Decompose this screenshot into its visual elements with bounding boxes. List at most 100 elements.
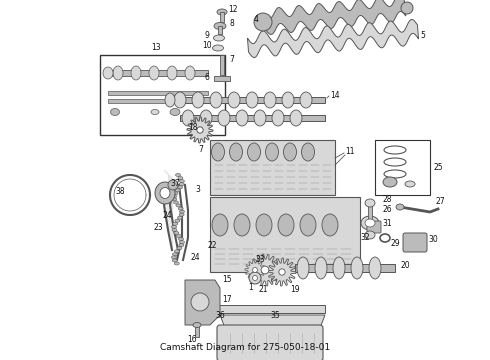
Text: 31: 31 <box>382 220 392 229</box>
Ellipse shape <box>155 182 175 204</box>
Ellipse shape <box>213 45 223 51</box>
Ellipse shape <box>179 180 184 183</box>
Ellipse shape <box>165 93 175 107</box>
FancyBboxPatch shape <box>217 325 323 360</box>
Bar <box>100 55 225 135</box>
Ellipse shape <box>284 143 296 161</box>
Ellipse shape <box>252 267 257 273</box>
Ellipse shape <box>149 66 159 80</box>
Ellipse shape <box>333 257 345 279</box>
Ellipse shape <box>172 195 176 198</box>
Ellipse shape <box>256 214 272 236</box>
Text: 6: 6 <box>204 73 209 82</box>
Ellipse shape <box>300 214 316 236</box>
Ellipse shape <box>266 143 278 161</box>
Ellipse shape <box>179 244 184 247</box>
Ellipse shape <box>290 110 302 126</box>
Ellipse shape <box>247 143 261 161</box>
Ellipse shape <box>246 92 258 108</box>
Polygon shape <box>249 254 281 286</box>
Polygon shape <box>264 0 406 35</box>
Polygon shape <box>268 258 296 286</box>
Ellipse shape <box>174 92 186 108</box>
Text: 22: 22 <box>207 240 217 249</box>
Ellipse shape <box>172 228 177 231</box>
Ellipse shape <box>234 214 250 236</box>
Ellipse shape <box>252 275 258 280</box>
Text: 18: 18 <box>188 123 197 132</box>
Ellipse shape <box>151 109 159 114</box>
Ellipse shape <box>172 225 176 228</box>
Bar <box>220 12 224 22</box>
Ellipse shape <box>214 35 224 41</box>
FancyBboxPatch shape <box>403 233 427 252</box>
Text: 35: 35 <box>270 311 280 320</box>
Text: 7: 7 <box>198 145 203 154</box>
Ellipse shape <box>282 92 294 108</box>
Ellipse shape <box>185 66 195 80</box>
Ellipse shape <box>365 231 375 239</box>
Ellipse shape <box>175 219 180 222</box>
Text: 1: 1 <box>248 284 253 292</box>
Ellipse shape <box>173 192 178 195</box>
Ellipse shape <box>254 110 266 126</box>
Bar <box>195 325 199 337</box>
Ellipse shape <box>261 266 269 274</box>
Ellipse shape <box>170 108 180 116</box>
Text: 32: 32 <box>360 233 369 242</box>
Ellipse shape <box>218 110 230 126</box>
Polygon shape <box>185 280 220 325</box>
Text: 11: 11 <box>345 148 354 157</box>
Ellipse shape <box>192 92 204 108</box>
Text: 19: 19 <box>290 285 299 294</box>
Bar <box>218 26 222 34</box>
Ellipse shape <box>103 67 113 79</box>
Polygon shape <box>187 117 213 143</box>
Ellipse shape <box>179 213 184 216</box>
Ellipse shape <box>182 110 194 126</box>
Ellipse shape <box>174 250 179 253</box>
Text: 15: 15 <box>222 275 232 284</box>
Ellipse shape <box>405 181 415 187</box>
Text: 37: 37 <box>170 179 180 188</box>
Bar <box>180 115 325 121</box>
Ellipse shape <box>396 204 404 210</box>
Ellipse shape <box>297 257 309 279</box>
Ellipse shape <box>131 66 141 80</box>
Ellipse shape <box>113 66 123 80</box>
Ellipse shape <box>315 257 327 279</box>
Ellipse shape <box>200 110 212 126</box>
Ellipse shape <box>160 188 170 198</box>
Text: 5: 5 <box>420 31 425 40</box>
Ellipse shape <box>111 108 120 116</box>
Ellipse shape <box>264 92 276 108</box>
Text: 36: 36 <box>215 311 225 320</box>
Ellipse shape <box>173 201 178 204</box>
Text: 16: 16 <box>187 336 196 345</box>
Ellipse shape <box>172 259 177 262</box>
Ellipse shape <box>301 143 315 161</box>
Polygon shape <box>220 315 325 328</box>
Ellipse shape <box>179 183 184 186</box>
Ellipse shape <box>351 257 363 279</box>
Ellipse shape <box>214 22 226 30</box>
Ellipse shape <box>179 210 184 213</box>
Text: 29: 29 <box>390 238 400 248</box>
Ellipse shape <box>177 247 182 250</box>
Ellipse shape <box>178 186 183 189</box>
Text: 23: 23 <box>153 224 163 233</box>
Ellipse shape <box>175 189 180 192</box>
Ellipse shape <box>300 92 312 108</box>
Text: 3: 3 <box>195 185 200 194</box>
Text: 21: 21 <box>258 285 268 294</box>
Text: 30: 30 <box>428 235 438 244</box>
Text: 20: 20 <box>400 261 410 270</box>
Ellipse shape <box>193 323 201 328</box>
Text: 33: 33 <box>255 256 265 265</box>
Text: 38: 38 <box>115 188 124 197</box>
Text: 26: 26 <box>382 206 392 215</box>
Ellipse shape <box>172 198 177 201</box>
Bar <box>220 55 224 75</box>
Text: 10: 10 <box>202 41 212 50</box>
Ellipse shape <box>365 219 375 227</box>
